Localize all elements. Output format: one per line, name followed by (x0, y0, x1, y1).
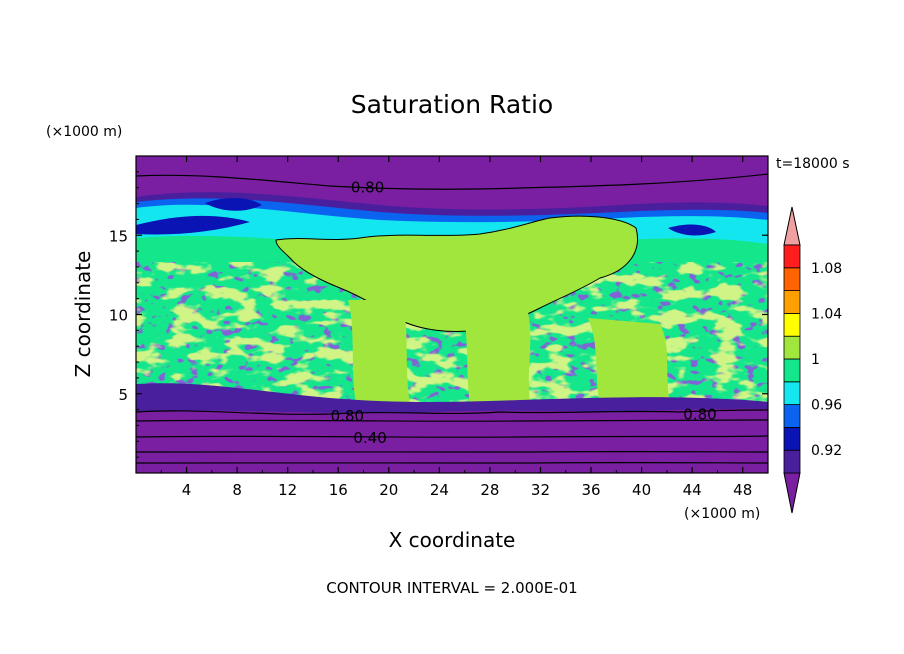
contour-label: 0.40 (353, 429, 386, 447)
colorbar-swatch (783, 426, 801, 451)
x-tick-label: 36 (581, 481, 600, 499)
x-axis-title: X coordinate (389, 528, 516, 552)
colorbar-level-label: 1 (811, 352, 820, 368)
y-tick-label: 15 (109, 227, 128, 245)
lime-column-2 (588, 318, 670, 404)
contour-label: 0.80 (683, 405, 716, 423)
contour-interval-note: CONTOUR INTERVAL = 2.000E-01 (326, 579, 577, 597)
dark-band-lower (136, 383, 768, 415)
contour-field: 0.80 0.80 0.40 0.80 (136, 156, 768, 473)
colorbar-swatch (783, 449, 801, 474)
colorbar-bottom-triangle (783, 472, 801, 514)
x-tick-label: 16 (329, 481, 348, 499)
colorbar-level-label: 1.08 (811, 261, 842, 277)
saturated-core (275, 215, 638, 332)
lime-column-1 (462, 310, 531, 404)
y-tick-label: 5 (118, 386, 128, 404)
contour-line (136, 461, 768, 464)
colorbar-swatch (783, 244, 801, 269)
colorbar: 0.92 0.96 1 1.04 1.08 (783, 206, 842, 514)
contour-line (136, 173, 768, 190)
y-axis-title: Z coordinate (71, 251, 95, 378)
chart-title: Saturation Ratio (351, 90, 553, 119)
colorbar-level-label: 0.92 (811, 443, 842, 459)
contour-line (136, 450, 768, 453)
colorbar-swatch (783, 381, 801, 405)
x-unit-label: (×1000 m) (684, 506, 760, 522)
colorbar-swatch (783, 358, 801, 383)
colorbar-level-label: 1.04 (811, 306, 842, 322)
y-axis: 5 10 15 (109, 171, 768, 458)
time-label: t=18000 s (776, 156, 850, 172)
colorbar-swatch (783, 312, 801, 337)
x-tick-label: 40 (632, 481, 651, 499)
contour-line (136, 419, 768, 422)
x-tick-label: 28 (480, 481, 499, 499)
contour-label: 0.80 (331, 407, 364, 425)
lime-column-3 (348, 300, 410, 404)
colorbar-level-label: 0.96 (811, 398, 842, 414)
y-tick-label: 10 (109, 307, 128, 325)
colorbar-swatch (783, 404, 801, 428)
contour-line (136, 435, 768, 438)
navy-streak-2 (205, 197, 262, 211)
navy-streak-1 (136, 215, 250, 235)
colorbar-swatch (783, 267, 801, 291)
colorbar-swatch (783, 290, 801, 314)
contour-label: 0.80 (351, 179, 384, 197)
colorbar-swatch (783, 335, 801, 360)
x-tick-label: 32 (531, 481, 550, 499)
x-tick-label: 4 (182, 481, 192, 499)
x-tick-label: 24 (430, 481, 449, 499)
x-axis: 4 8 12 16 20 24 28 32 36 40 44 48 (160, 156, 752, 499)
navy-streak-3 (668, 224, 716, 236)
x-tick-label: 20 (379, 481, 398, 499)
x-tick-label: 8 (232, 481, 242, 499)
contour-line (136, 409, 768, 415)
lower-dry (136, 408, 768, 473)
y-unit-label: (×1000 m) (46, 124, 122, 140)
colorbar-top-triangle (783, 206, 801, 246)
x-tick-label: 44 (683, 481, 702, 499)
x-tick-label: 12 (278, 481, 297, 499)
x-tick-label: 48 (733, 481, 752, 499)
